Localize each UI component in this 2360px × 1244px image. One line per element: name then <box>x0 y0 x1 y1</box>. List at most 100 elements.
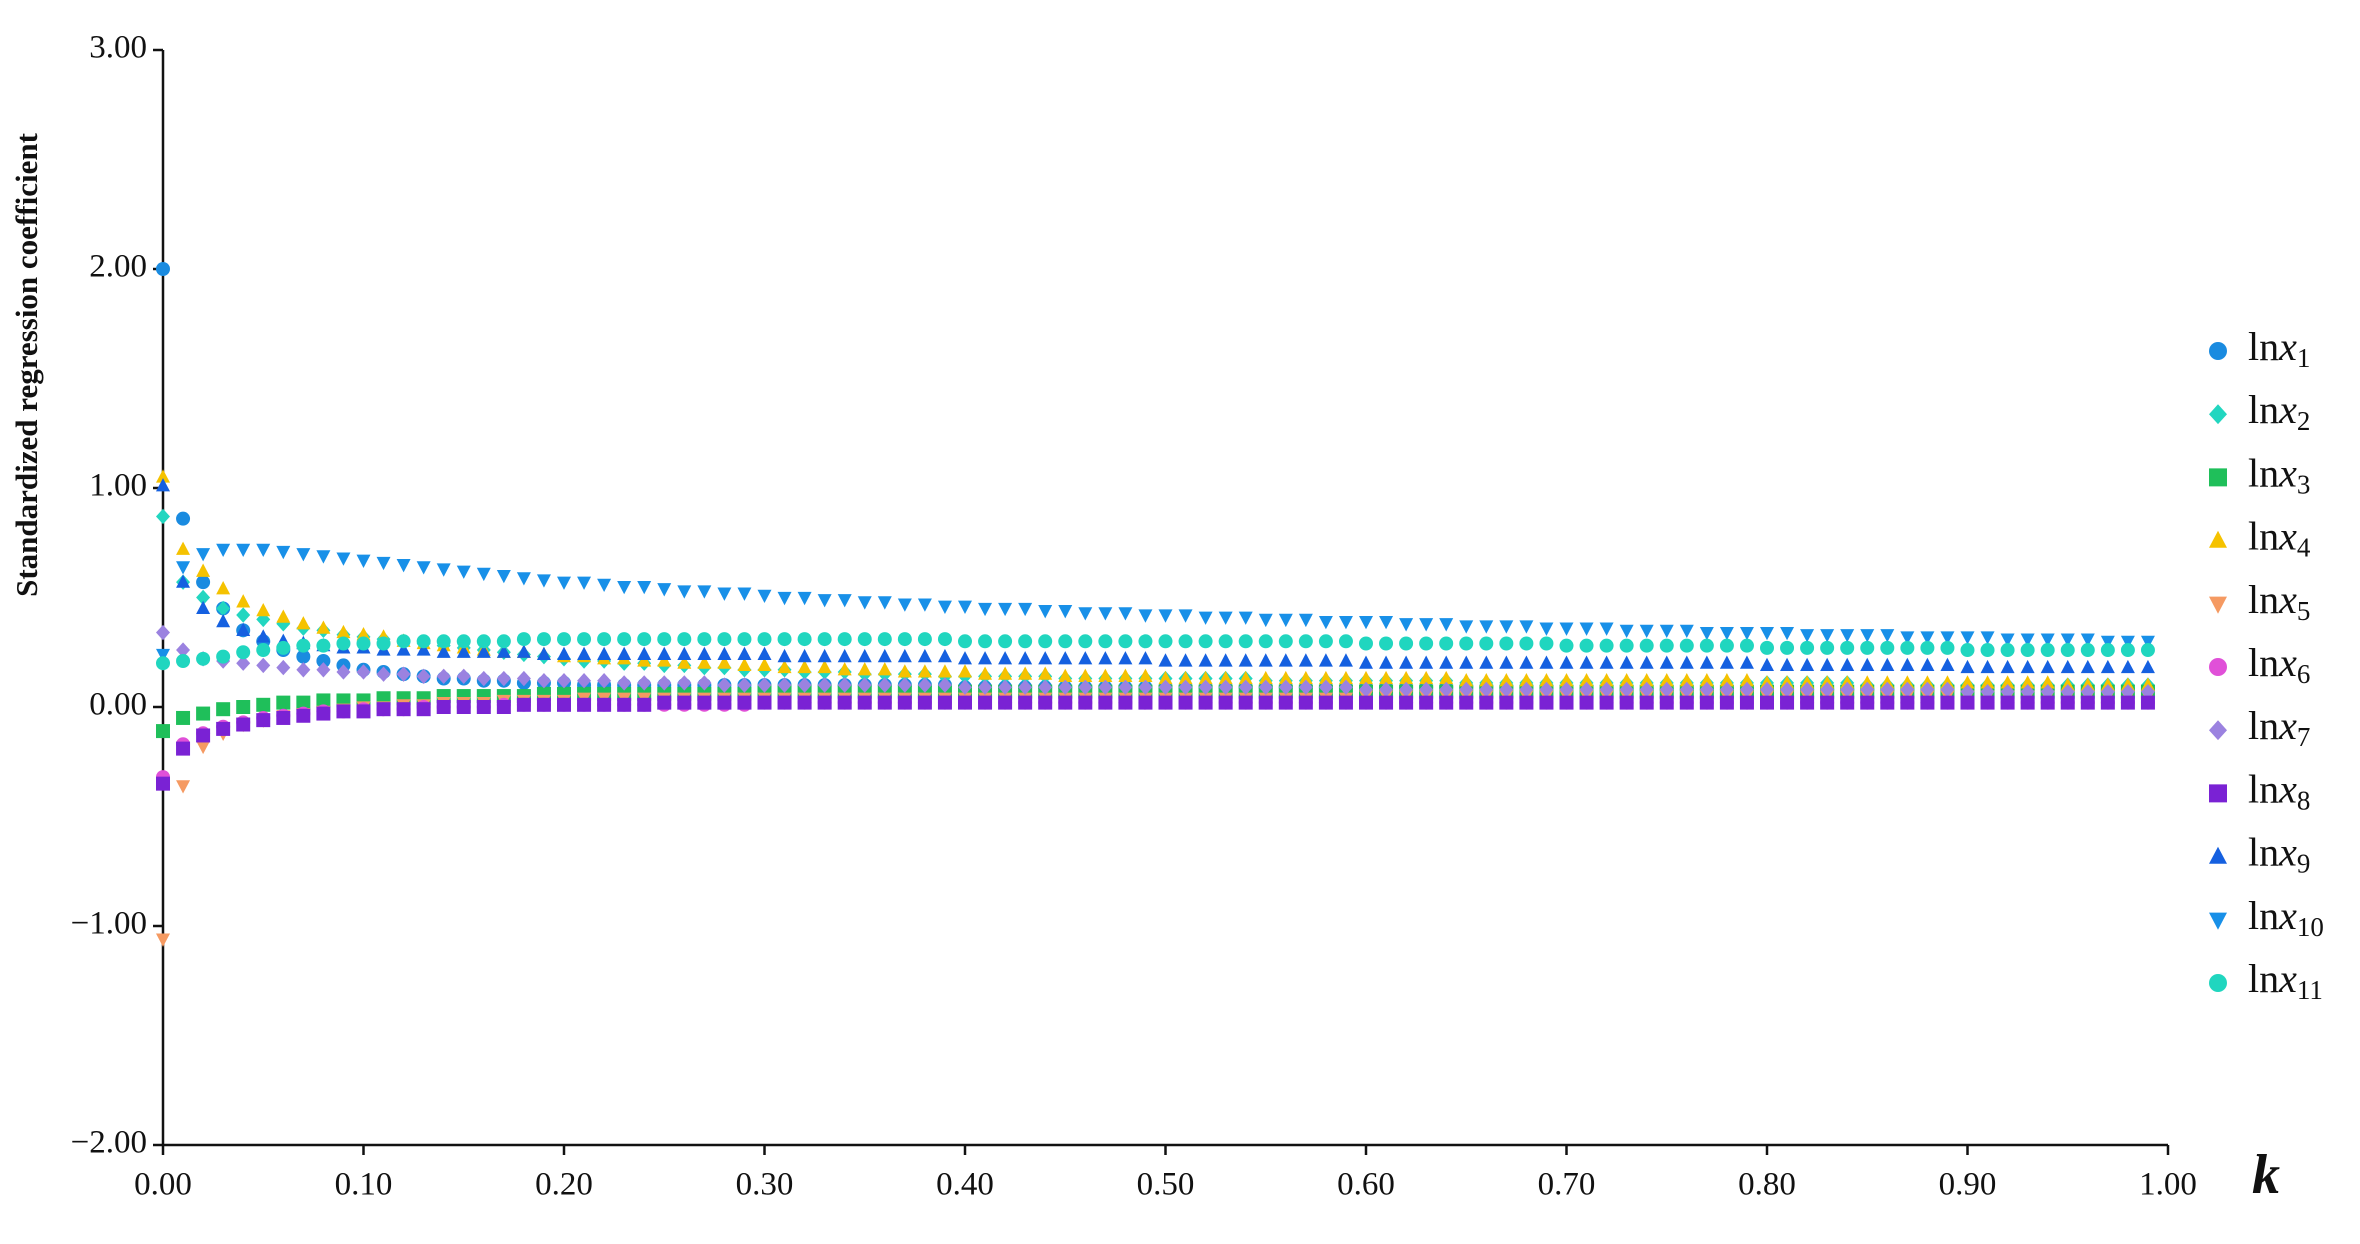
point <box>1399 636 1414 651</box>
point <box>1820 657 1835 671</box>
point <box>196 706 211 721</box>
point <box>1579 638 1594 653</box>
point <box>917 648 932 663</box>
point <box>1579 673 1594 687</box>
point <box>176 710 191 725</box>
point <box>1238 653 1253 667</box>
point <box>817 695 832 710</box>
point <box>978 634 993 649</box>
point <box>1298 613 1313 628</box>
point <box>677 655 692 669</box>
point <box>1158 653 1173 667</box>
point <box>356 627 371 641</box>
legend-marker <box>2209 846 2227 864</box>
x-tick-label: 0.80 <box>1738 1167 1796 1203</box>
point <box>1338 670 1353 685</box>
point <box>1659 695 1674 710</box>
point <box>1619 673 1634 687</box>
point <box>1679 638 1694 653</box>
point <box>1198 634 1213 649</box>
point <box>637 632 652 647</box>
point <box>1379 670 1394 685</box>
point <box>1058 668 1073 682</box>
series <box>156 508 2155 693</box>
legend-marker <box>2209 974 2227 992</box>
point <box>1659 655 1674 669</box>
point <box>1258 679 1273 695</box>
point <box>1840 629 1855 643</box>
point <box>1238 670 1253 685</box>
point <box>2000 643 2015 658</box>
point <box>1258 670 1273 685</box>
point <box>717 632 732 647</box>
point <box>1178 609 1193 623</box>
point <box>476 700 491 714</box>
point <box>1198 611 1213 625</box>
point <box>176 642 191 658</box>
point <box>2060 633 2075 647</box>
point <box>1599 673 1614 687</box>
point <box>1439 681 1454 698</box>
point <box>1038 666 1053 680</box>
point <box>917 632 932 647</box>
point <box>1379 655 1394 669</box>
point <box>1800 640 1815 655</box>
point <box>396 642 411 656</box>
point <box>877 596 892 610</box>
point <box>1018 679 1033 695</box>
point <box>276 609 291 623</box>
point <box>1258 653 1273 667</box>
point <box>1739 695 1754 710</box>
point <box>1719 655 1734 669</box>
point <box>1679 695 1694 710</box>
point <box>1278 653 1293 667</box>
point <box>1499 655 1514 669</box>
point <box>917 598 932 612</box>
point <box>1178 634 1193 649</box>
legend-label: lnx11 <box>2248 956 2323 1005</box>
point <box>376 636 391 651</box>
point <box>937 677 952 693</box>
point <box>777 677 792 693</box>
point <box>1639 638 1654 653</box>
point <box>1399 670 1414 685</box>
point <box>1038 634 1053 649</box>
point <box>1198 695 1213 710</box>
point <box>2120 635 2135 649</box>
point <box>1078 695 1093 710</box>
point <box>1359 655 1373 669</box>
point <box>1940 695 1955 710</box>
point <box>1298 679 1313 695</box>
point <box>1800 695 1815 710</box>
point <box>1318 679 1333 695</box>
point <box>998 651 1013 665</box>
point <box>1980 643 1995 658</box>
point <box>456 644 471 658</box>
point <box>1278 679 1293 695</box>
point <box>1098 651 1113 665</box>
point <box>1459 620 1474 634</box>
point <box>1379 636 1394 651</box>
point <box>296 695 311 710</box>
point <box>496 570 511 584</box>
point <box>597 646 612 661</box>
point <box>637 646 652 661</box>
point <box>817 659 832 674</box>
point <box>516 632 531 647</box>
point <box>2080 683 2095 700</box>
point <box>1058 634 1073 649</box>
point <box>1298 695 1313 710</box>
point <box>1158 670 1173 685</box>
point <box>757 646 772 661</box>
point <box>1338 653 1353 667</box>
point <box>917 695 932 710</box>
point <box>1218 653 1233 667</box>
point <box>1098 695 1113 710</box>
point <box>1258 634 1273 649</box>
point <box>1559 655 1574 669</box>
point <box>1439 655 1454 669</box>
point <box>376 666 391 682</box>
point <box>316 693 331 708</box>
point <box>1739 655 1754 669</box>
point <box>1880 681 1895 698</box>
